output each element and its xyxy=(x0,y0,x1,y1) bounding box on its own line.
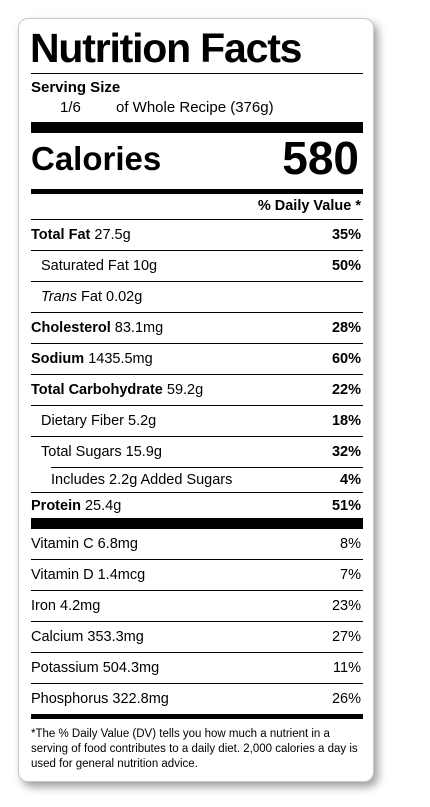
protein-dv: 51% xyxy=(331,497,361,514)
total-fat-amount: 27.5g xyxy=(94,227,131,243)
total-sugars-row: Total Sugars 15.9g 32% xyxy=(31,437,363,467)
vitamin-name: Iron 4.2mg xyxy=(31,598,101,614)
serving-size-row: 1/6 of Whole Recipe (376g) xyxy=(31,97,363,119)
calories-value: 580 xyxy=(282,132,359,184)
protein-amount: 25.4g xyxy=(84,497,122,514)
cholesterol-row: Cholesterol 83.1mg 28% xyxy=(31,313,363,343)
dietary-fiber-dv: 18% xyxy=(331,413,361,429)
sodium-row: Sodium 1435.5mg 60% xyxy=(31,344,363,374)
total-sugars-dv: 32% xyxy=(331,444,361,460)
vitamin-row: Vitamin D 1.4mcg 7% xyxy=(31,560,363,590)
calories-row: Calories 580 xyxy=(31,133,363,189)
trans-fat-rest: Fat 0.02g xyxy=(81,289,143,305)
divider xyxy=(31,219,363,220)
total-carbohydrate-amount: 59.2g xyxy=(166,382,204,398)
vitamin-name: Vitamin C 6.8mg xyxy=(31,536,138,552)
nutrition-facts-label: Nutrition Facts Serving Size 1/6 of Whole… xyxy=(18,18,374,782)
total-fat-row: Total Fat 27.5g 35% xyxy=(31,220,363,250)
thick-divider xyxy=(31,518,363,529)
cholesterol-amount: 83.1mg xyxy=(114,320,164,336)
vitamin-name: Potassium 504.3mg xyxy=(31,660,160,676)
divider xyxy=(31,590,363,591)
thick-divider xyxy=(31,122,363,133)
total-sugars-name: Total Sugars 15.9g xyxy=(41,444,162,460)
vitamin-name: Phosphorus 322.8mg xyxy=(31,691,169,707)
divider xyxy=(31,250,363,251)
label-title: Nutrition Facts xyxy=(30,25,302,71)
protein-row: Protein 25.4g 51% xyxy=(31,493,363,518)
total-fat-dv: 35% xyxy=(331,227,361,243)
vitamin-row: Vitamin C 6.8mg 8% xyxy=(31,529,363,559)
divider xyxy=(31,652,363,653)
trans-fat-italic: Trans xyxy=(41,289,77,305)
vitamin-row: Phosphorus 322.8mg 26% xyxy=(31,684,363,714)
divider xyxy=(31,492,363,493)
medium-divider xyxy=(31,189,363,194)
added-sugars-name: Includes 2.2g Added Sugars xyxy=(51,472,233,488)
daily-value-footnote: *The % Daily Value (DV) tells you how mu… xyxy=(31,728,358,770)
serving-amount: 1/6 xyxy=(60,99,81,116)
added-sugars-dv: 4% xyxy=(340,472,361,488)
divider xyxy=(31,281,363,282)
total-carbohydrate-row: Total Carbohydrate 59.2g 22% xyxy=(31,375,363,405)
saturated-fat-row: Saturated Fat 10g 50% xyxy=(31,251,363,281)
cholesterol-name: Cholesterol xyxy=(31,320,111,336)
added-sugars-row: Includes 2.2g Added Sugars 4% xyxy=(31,468,363,492)
sodium-name: Sodium xyxy=(31,351,85,367)
vitamin-row: Calcium 353.3mg 27% xyxy=(31,622,363,652)
serving-description: of Whole Recipe (376g) xyxy=(116,99,274,116)
medium-divider xyxy=(31,714,363,719)
sodium-amount: 1435.5mg xyxy=(88,351,153,367)
divider xyxy=(31,621,363,622)
saturated-fat-name: Saturated Fat 10g xyxy=(41,258,158,274)
protein-name: Protein xyxy=(31,497,81,514)
vitamin-row: Iron 4.2mg 23% xyxy=(31,591,363,621)
divider xyxy=(31,343,363,344)
trans-fat-row: Trans Fat 0.02g xyxy=(31,282,363,312)
dietary-fiber-row: Dietary Fiber 5.2g 18% xyxy=(31,406,363,436)
total-fat-name: Total Fat xyxy=(31,227,91,243)
dietary-fiber-name: Dietary Fiber 5.2g xyxy=(41,413,157,429)
divider xyxy=(31,436,363,437)
sub-divider xyxy=(51,467,363,468)
divider xyxy=(31,374,363,375)
daily-value-header: % Daily Value * xyxy=(257,198,361,214)
vitamin-dv: 27% xyxy=(331,629,361,645)
calories-label: Calories xyxy=(31,140,162,177)
serving-size-label: Serving Size xyxy=(31,79,121,96)
sodium-dv: 60% xyxy=(331,351,361,367)
vitamin-dv: 23% xyxy=(331,598,361,614)
divider xyxy=(31,73,363,74)
vitamin-name: Vitamin D 1.4mcg xyxy=(31,567,146,583)
vitamin-dv: 11% xyxy=(333,660,361,676)
vitamin-dv: 26% xyxy=(331,691,361,707)
saturated-fat-dv: 50% xyxy=(331,258,361,274)
divider xyxy=(31,683,363,684)
vitamin-dv: 7% xyxy=(340,567,361,583)
divider xyxy=(31,559,363,560)
vitamin-dv: 8% xyxy=(340,536,361,552)
divider xyxy=(31,405,363,406)
vitamin-row: Potassium 504.3mg 11% xyxy=(31,653,363,683)
divider xyxy=(31,312,363,313)
cholesterol-dv: 28% xyxy=(331,320,361,336)
total-carbohydrate-dv: 22% xyxy=(331,382,361,398)
total-carbohydrate-name: Total Carbohydrate xyxy=(31,382,163,398)
vitamin-name: Calcium 353.3mg xyxy=(31,629,144,645)
